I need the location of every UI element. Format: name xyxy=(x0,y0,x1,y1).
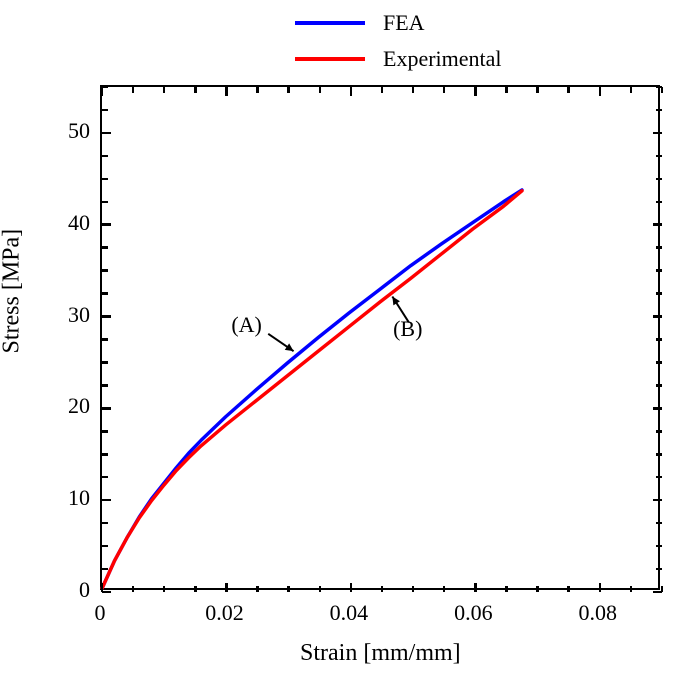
y-tick-label: 30 xyxy=(68,302,90,328)
x-tick-label: 0.08 xyxy=(579,600,618,626)
legend-item-experimental: Experimental xyxy=(295,46,502,72)
series-fea xyxy=(102,190,522,588)
legend-item-fea: FEA xyxy=(295,10,502,36)
chart-area xyxy=(100,85,660,590)
legend-label-fea: FEA xyxy=(383,10,425,36)
y-tick-label: 20 xyxy=(68,393,90,419)
y-tick-label: 40 xyxy=(68,210,90,236)
legend-swatch-fea xyxy=(295,21,365,25)
series-experimental xyxy=(102,191,522,588)
x-tick-label: 0.06 xyxy=(454,600,493,626)
x-tick-label: 0.02 xyxy=(205,600,244,626)
y-axis-label: Stress [MPa] xyxy=(0,229,26,354)
chart-svg xyxy=(102,87,658,588)
y-tick-label: 0 xyxy=(79,577,90,603)
legend-swatch-experimental xyxy=(295,57,365,61)
x-axis-label: Strain [mm/mm] xyxy=(300,640,461,667)
annotation-a: (A) xyxy=(231,312,262,338)
x-tick-label: 0 xyxy=(95,600,106,626)
legend-label-experimental: Experimental xyxy=(383,46,502,72)
y-tick-label: 10 xyxy=(68,485,90,511)
legend: FEA Experimental xyxy=(295,10,502,82)
y-tick-label: 50 xyxy=(68,118,90,144)
annotation-b: (B) xyxy=(393,316,422,342)
x-tick-label: 0.04 xyxy=(330,600,369,626)
